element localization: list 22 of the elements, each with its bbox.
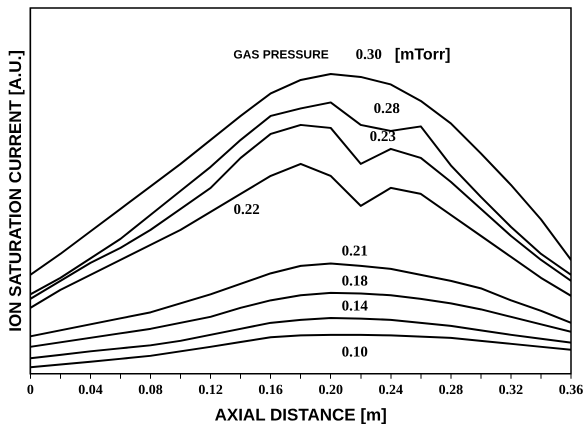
x-tick-label: 0.28 [438,382,464,398]
x-tick-label: 0.12 [198,382,223,398]
series-label: 0.14 [342,298,368,315]
x-tick-label: 0.24 [378,382,404,398]
series-label: 0.10 [342,344,368,361]
x-tick-label: 0.36 [558,382,584,398]
x-axis-title: AXIAL DISTANCE [m] [214,405,387,424]
series-label: 0.18 [342,273,368,290]
series-label: 0.22 [234,202,260,218]
x-tick-label: 0.32 [498,382,524,398]
x-tick-label: 0.04 [78,382,103,398]
series-label: 0.21 [342,244,368,260]
text: [mTorr] [394,46,450,64]
series-label: 0.28 [374,100,400,117]
x-tick-label: 0 [26,382,34,398]
y-axis-title: ION SATURATION CURRENT [A.U.] [6,50,25,332]
x-tick-label: 0.08 [138,382,163,398]
x-tick-label: 0.20 [318,382,343,398]
series-label: 0.30 [356,46,382,63]
x-tick-label: 0.16 [258,382,283,398]
text: GAS PRESSURE [233,47,329,62]
series-label: 0.23 [370,128,396,145]
